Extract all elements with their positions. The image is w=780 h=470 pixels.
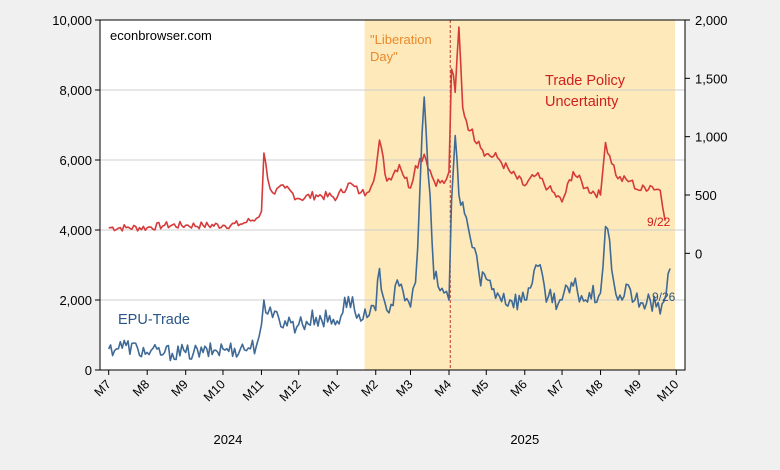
tpu-label-line-1: Trade Policy bbox=[545, 73, 626, 89]
x-tick-label: M6 bbox=[508, 377, 530, 399]
x-tick-label: M3 bbox=[393, 377, 415, 399]
left-tick-label: 2,000 bbox=[59, 293, 92, 308]
x-tick-label: M5 bbox=[469, 377, 491, 399]
right-tick-label: 500 bbox=[695, 188, 717, 203]
left-tick-label: 0 bbox=[85, 363, 92, 378]
left-tick-label: 4,000 bbox=[59, 223, 92, 238]
epu-label: EPU-Trade bbox=[118, 312, 190, 328]
x-tick-label: M4 bbox=[432, 377, 454, 399]
right-tick-label: 1,000 bbox=[695, 130, 728, 145]
x-tick-label: M2 bbox=[359, 377, 381, 399]
tpu-end-label: 9/22 bbox=[647, 215, 671, 229]
x-tick-label: M12 bbox=[277, 377, 304, 404]
x-tick-label: M9 bbox=[622, 377, 644, 399]
event-label-line-1: "Liberation bbox=[370, 32, 432, 47]
x-tick-label: M7 bbox=[92, 377, 114, 399]
x-tick-label: M11 bbox=[240, 377, 266, 403]
tpu-label: Trade Policy Uncertainty bbox=[545, 73, 629, 110]
year-label: 2024 bbox=[213, 432, 242, 447]
event-label: "Liberation Day" bbox=[370, 32, 435, 64]
x-tick-label: M10 bbox=[201, 377, 228, 404]
series-lines bbox=[107, 26, 671, 362]
x-tick-label: M1 bbox=[320, 377, 342, 399]
x-tick-label: M10 bbox=[654, 377, 681, 404]
left-tick-label: 8,000 bbox=[59, 83, 92, 98]
epu-end-label: 9/26 bbox=[652, 290, 676, 304]
series-line-epu-trade bbox=[107, 96, 671, 362]
shaded-region bbox=[364, 20, 676, 370]
series-line-trade-policy-uncertainty bbox=[108, 26, 666, 232]
x-tick-label: M8 bbox=[583, 377, 605, 399]
tpu-label-line-2: Uncertainty bbox=[545, 94, 619, 110]
x-tick-label: M9 bbox=[169, 377, 191, 399]
right-tick-label: 0 bbox=[695, 246, 702, 261]
event-label-line-2: Day" bbox=[370, 49, 398, 64]
left-tick-label: 10,000 bbox=[52, 13, 92, 28]
year-label: 2025 bbox=[510, 432, 539, 447]
right-tick-label: 1,500 bbox=[695, 71, 728, 86]
x-tick-label: M8 bbox=[130, 377, 152, 399]
x-tick-label: M7 bbox=[545, 377, 567, 399]
source-label: econbrowser.com bbox=[110, 28, 212, 43]
right-tick-label: 2,000 bbox=[695, 13, 728, 28]
left-tick-label: 6,000 bbox=[59, 153, 92, 168]
